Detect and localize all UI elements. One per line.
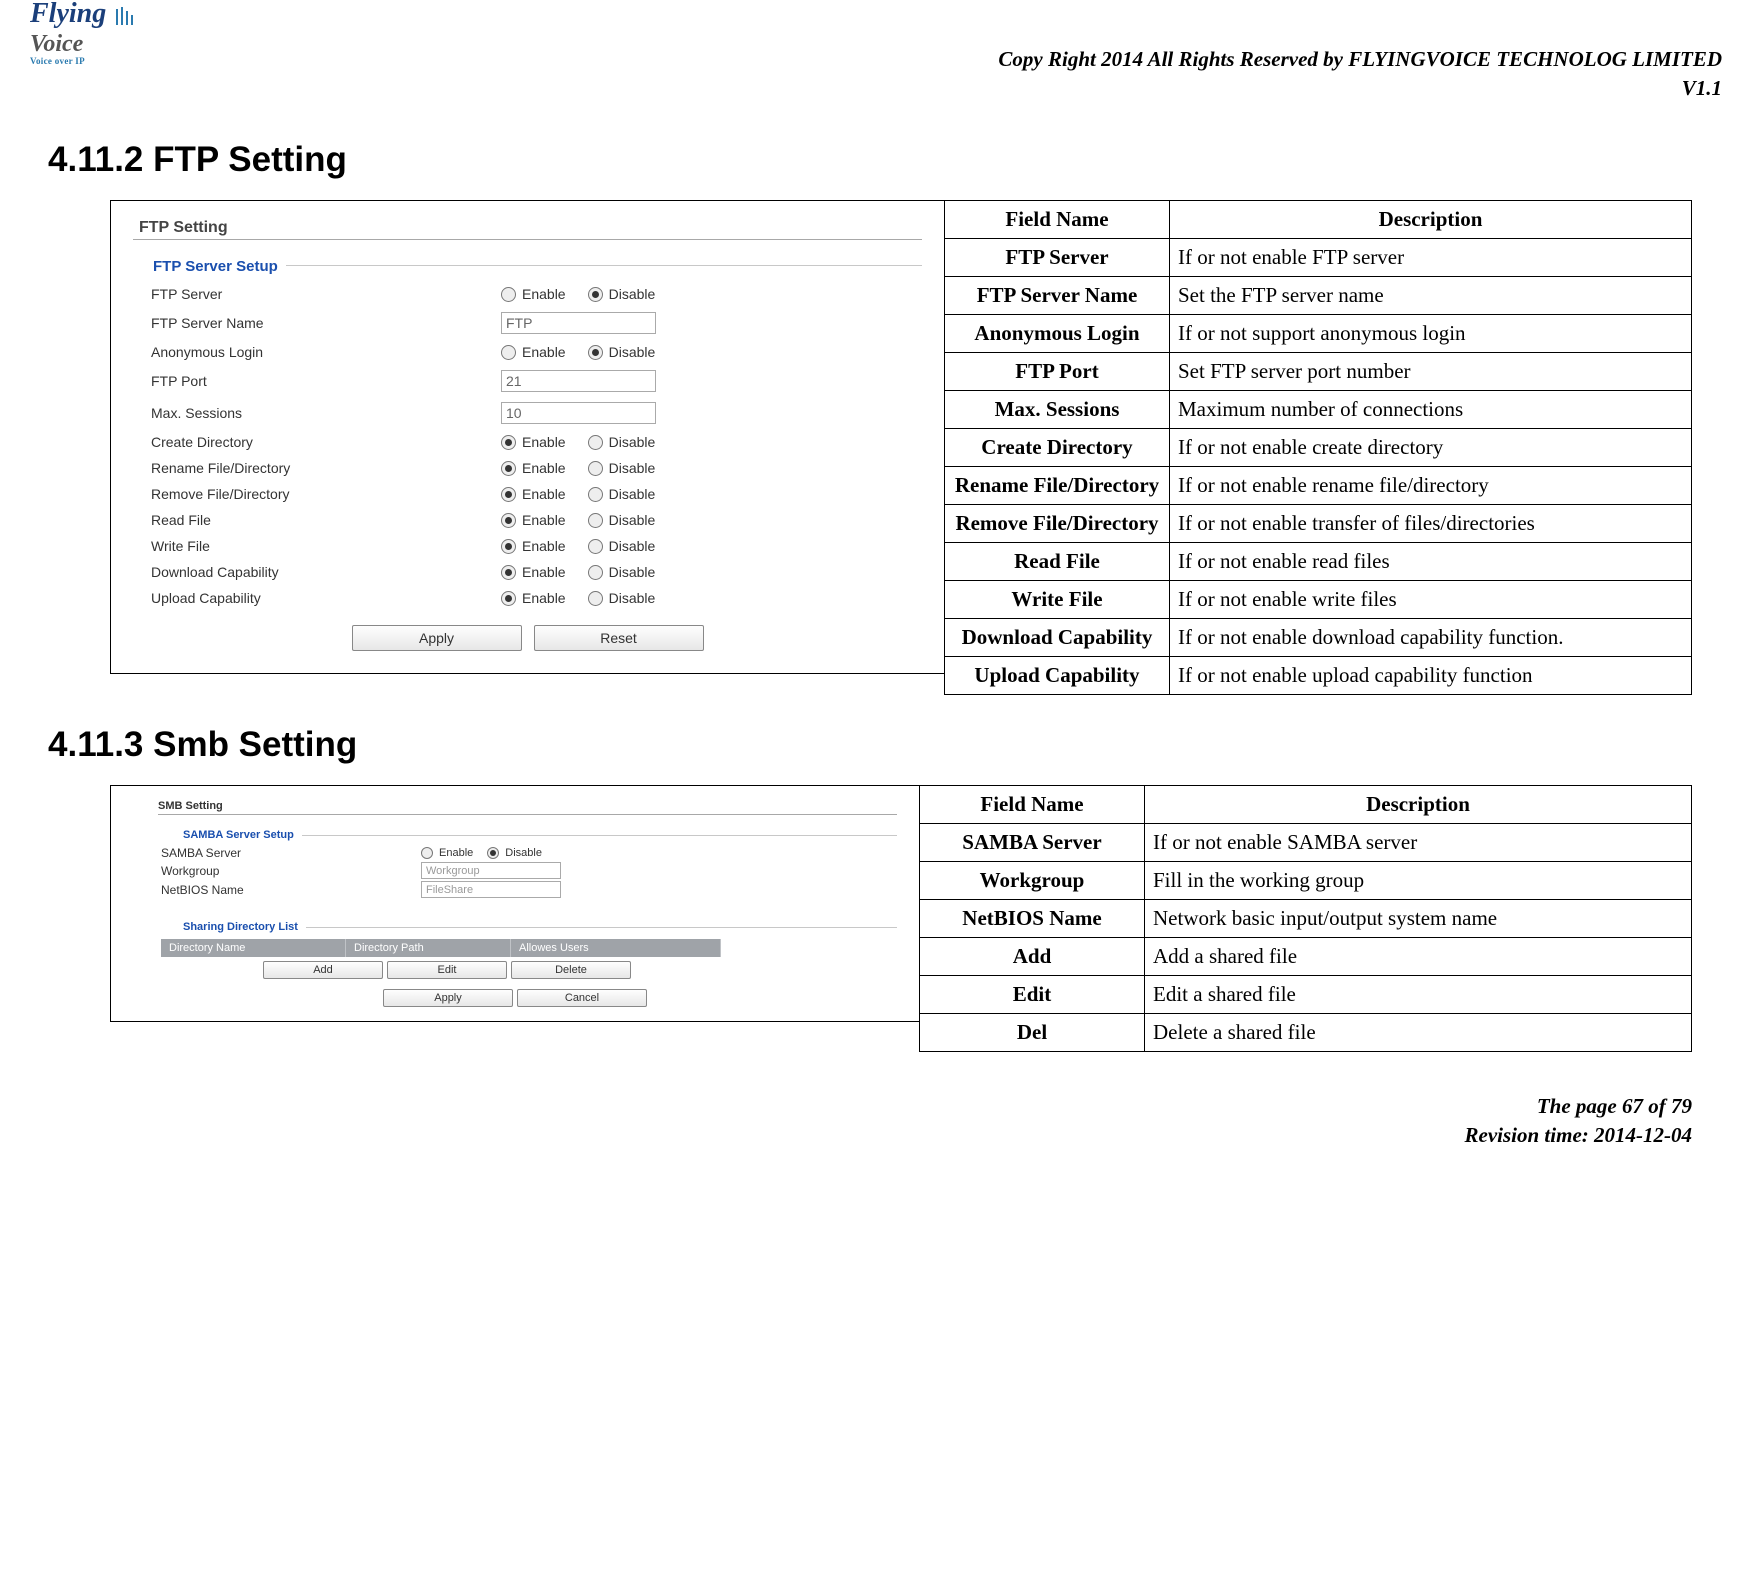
ftp-desc-table: Field Name Description FTP ServerIf or n… bbox=[944, 200, 1692, 695]
ftp-upload-enable-radio[interactable] bbox=[501, 591, 516, 606]
smb-server-label: SAMBA Server bbox=[161, 846, 421, 860]
ftp-sessions-label: Max. Sessions bbox=[151, 405, 501, 421]
ftp-createdir-disable-radio[interactable] bbox=[588, 435, 603, 450]
ftp-download-disable-radio[interactable] bbox=[588, 565, 603, 580]
smb-server-enable-radio[interactable] bbox=[421, 847, 433, 859]
smb-cancel-button[interactable]: Cancel bbox=[517, 989, 647, 1007]
version-text: V1.1 bbox=[998, 74, 1722, 103]
ftp-createdir-enable-radio[interactable] bbox=[501, 435, 516, 450]
smb-desc-h-field: Field Name bbox=[920, 786, 1145, 824]
ftp-rename-disable-radio[interactable] bbox=[588, 461, 603, 476]
ftp-desc-h-field: Field Name bbox=[945, 201, 1170, 239]
wave-icon bbox=[114, 5, 140, 32]
ftp-apply-button[interactable]: Apply bbox=[352, 625, 522, 651]
smb-add-button[interactable]: Add bbox=[263, 961, 383, 979]
smb-edit-button[interactable]: Edit bbox=[387, 961, 507, 979]
ftp-createdir-label: Create Directory bbox=[151, 434, 501, 450]
ftp-remove-label: Remove File/Directory bbox=[151, 486, 501, 502]
ftp-port-label: FTP Port bbox=[151, 373, 501, 389]
ftp-server-label: FTP Server bbox=[151, 286, 501, 302]
ftp-port-input[interactable] bbox=[501, 370, 656, 392]
smb-desc-h-desc: Description bbox=[1145, 786, 1692, 824]
ftp-read-disable-radio[interactable] bbox=[588, 513, 603, 528]
smb-fieldset2-label: Sharing Directory List bbox=[183, 921, 298, 933]
ftp-remove-enable-radio[interactable] bbox=[501, 487, 516, 502]
dir-col-path: Directory Path bbox=[346, 939, 511, 957]
ftp-reset-button[interactable]: Reset bbox=[534, 625, 704, 651]
ftp-read-label: Read File bbox=[151, 512, 501, 528]
ftp-write-enable-radio[interactable] bbox=[501, 539, 516, 554]
dir-col-name: Directory Name bbox=[161, 939, 346, 957]
smb-netbios-label: NetBIOS Name bbox=[161, 883, 421, 897]
ftp-sessions-input[interactable] bbox=[501, 402, 656, 424]
smb-workgroup-input[interactable] bbox=[421, 862, 561, 879]
smb-heading: 4.11.3 Smb Setting bbox=[48, 725, 1722, 765]
ftp-write-label: Write File bbox=[151, 538, 501, 554]
copyright-text: Copy Right 2014 All Rights Reserved by F… bbox=[998, 45, 1722, 74]
ftp-remove-disable-radio[interactable] bbox=[588, 487, 603, 502]
smb-fieldset1-label: SAMBA Server Setup bbox=[183, 829, 294, 841]
logo-sub: Voice over IP bbox=[30, 56, 160, 66]
ftp-server-enable-radio[interactable] bbox=[501, 287, 516, 302]
ftp-rename-label: Rename File/Directory bbox=[151, 460, 501, 476]
ftp-download-enable-radio[interactable] bbox=[501, 565, 516, 580]
ftp-pane-title: FTP Setting bbox=[139, 219, 922, 237]
footer-rev: Revision time: 2014-12-04 bbox=[30, 1121, 1692, 1150]
smb-netbios-input[interactable] bbox=[421, 881, 561, 898]
smb-apply-button[interactable]: Apply bbox=[383, 989, 513, 1007]
ftp-name-input[interactable] bbox=[501, 312, 656, 334]
logo-bottom: Voice bbox=[30, 32, 160, 56]
ftp-server-disable-radio[interactable] bbox=[588, 287, 603, 302]
dir-table: Directory Name Directory Path Allowes Us… bbox=[161, 939, 721, 957]
ftp-heading: 4.11.2 FTP Setting bbox=[48, 140, 1722, 180]
footer: The page 67 of 79 Revision time: 2014-12… bbox=[30, 1092, 1692, 1151]
smb-delete-button[interactable]: Delete bbox=[511, 961, 631, 979]
smb-workgroup-label: Workgroup bbox=[161, 864, 421, 878]
ftp-anon-disable-radio[interactable] bbox=[588, 345, 603, 360]
ftp-desc-h-desc: Description bbox=[1170, 201, 1692, 239]
dir-col-users: Allowes Users bbox=[511, 939, 721, 957]
ftp-rename-enable-radio[interactable] bbox=[501, 461, 516, 476]
smb-pane-title: SMB Setting bbox=[158, 800, 897, 812]
ftp-download-label: Download Capability bbox=[151, 564, 501, 580]
ftp-upload-label: Upload Capability bbox=[151, 590, 501, 606]
ftp-upload-disable-radio[interactable] bbox=[588, 591, 603, 606]
ftp-name-label: FTP Server Name bbox=[151, 315, 501, 331]
smb-screenshot: SMB Setting SAMBA Server Setup SAMBA Ser… bbox=[110, 785, 920, 1022]
smb-desc-table: Field Name Description SAMBA ServerIf or… bbox=[919, 785, 1692, 1052]
footer-page: The page 67 of 79 bbox=[30, 1092, 1692, 1121]
ftp-screenshot: FTP Setting FTP Server Setup FTP Server … bbox=[110, 200, 945, 674]
ftp-fieldset-label: FTP Server Setup bbox=[153, 258, 278, 275]
smb-server-disable-radio[interactable] bbox=[487, 847, 499, 859]
logo: Flying Voice Voice over IP bbox=[30, 0, 160, 66]
ftp-read-enable-radio[interactable] bbox=[501, 513, 516, 528]
ftp-write-disable-radio[interactable] bbox=[588, 539, 603, 554]
ftp-anon-label: Anonymous Login bbox=[151, 344, 501, 360]
ftp-anon-enable-radio[interactable] bbox=[501, 345, 516, 360]
copyright-block: Copy Right 2014 All Rights Reserved by F… bbox=[998, 45, 1722, 104]
logo-top: Flying bbox=[30, 0, 106, 29]
